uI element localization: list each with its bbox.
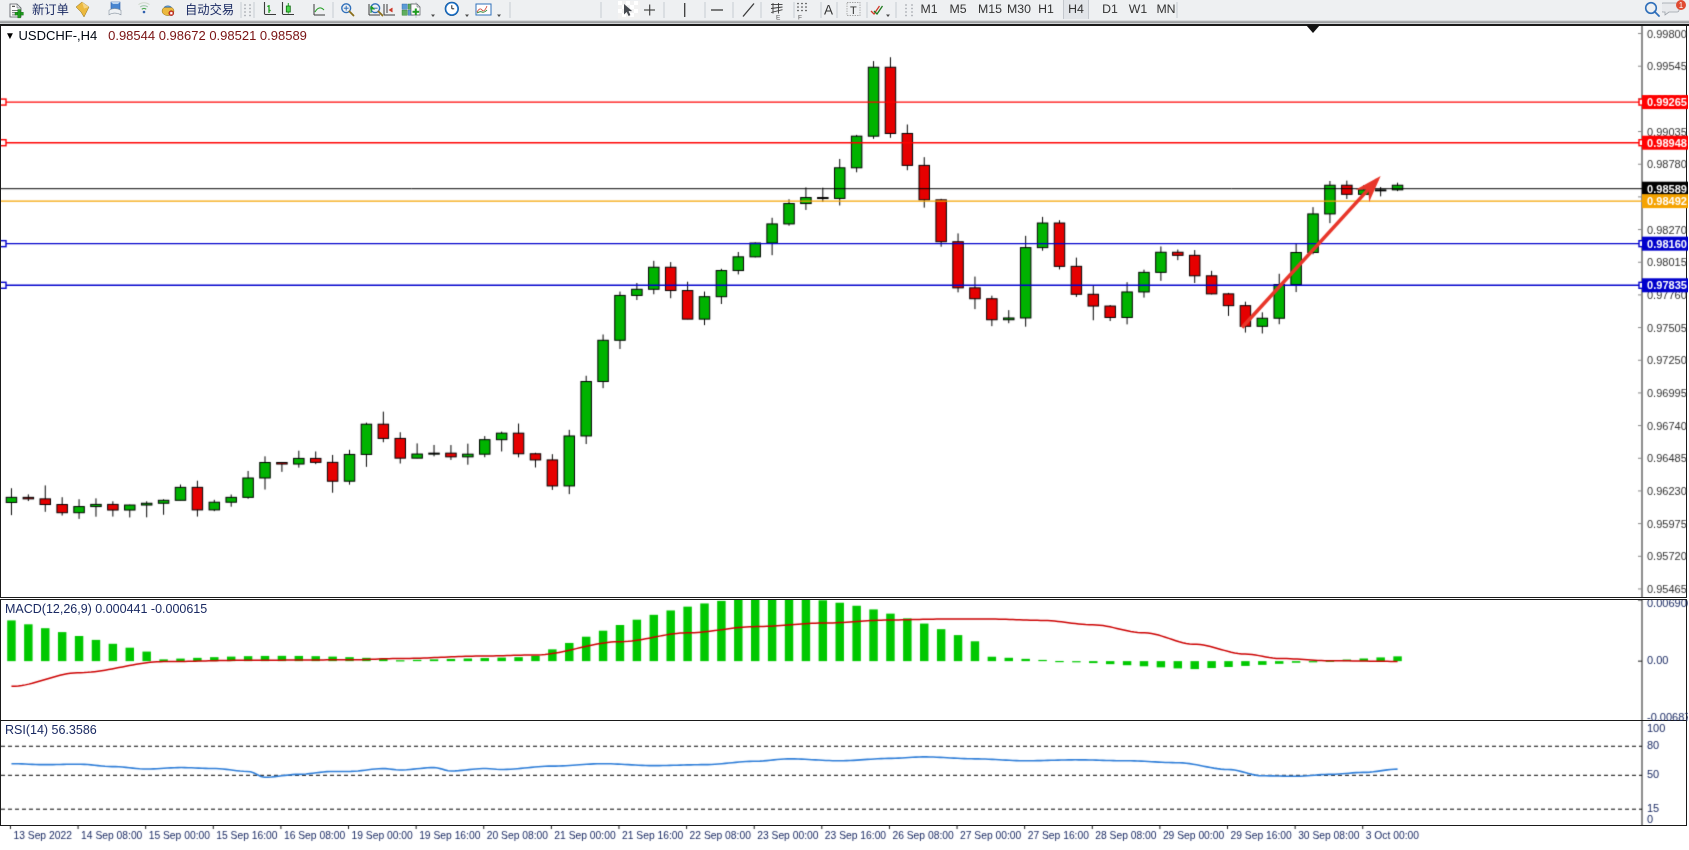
svg-text:自动交易: 自动交易 bbox=[185, 2, 234, 17]
svg-text:T: T bbox=[850, 5, 857, 17]
svg-text:新订单: 新订单 bbox=[32, 2, 69, 17]
svg-text:A: A bbox=[824, 3, 833, 18]
svg-text:1: 1 bbox=[1679, 1, 1684, 10]
